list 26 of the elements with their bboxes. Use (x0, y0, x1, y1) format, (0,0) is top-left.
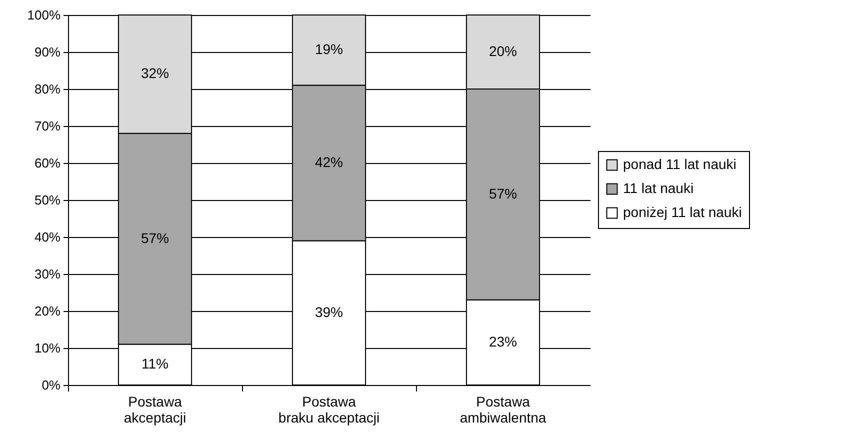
data-label: 57% (140, 230, 170, 246)
y-tick-label: 80% (34, 82, 61, 96)
data-label: 42% (314, 154, 344, 170)
y-tick-label: 30% (34, 266, 61, 282)
data-label: 20% (488, 43, 518, 59)
data-label: 19% (314, 41, 344, 58)
data-label: 57% (488, 185, 518, 202)
y-tick-label: 90% (34, 44, 61, 60)
y-tick-label: 0% (42, 378, 61, 392)
y-tick-label: 50% (34, 192, 61, 208)
data-label: 23% (488, 333, 518, 350)
legend-label: 11 lat nauki (623, 180, 694, 196)
y-tick-label: 10% (34, 340, 61, 356)
y-tick-label: 40% (34, 230, 61, 244)
data-label: 11% (142, 356, 168, 372)
data-label: 39% (314, 304, 344, 320)
x-tick-label: Postawa akceptacji (124, 394, 186, 426)
y-tick-label: 60% (34, 156, 61, 170)
x-tick-label: Postawa braku akceptacji (278, 394, 380, 426)
y-tick-label: 100% (27, 8, 61, 22)
y-tick-label: 20% (34, 304, 61, 318)
x-tick-label: Postawa ambiwalentna (460, 394, 546, 426)
legend-label: ponad 11 lat nauki (623, 156, 736, 172)
data-label: 32% (140, 65, 170, 82)
legend-label: poniżej 11 lat nauki (623, 204, 742, 220)
y-tick-label: 70% (34, 118, 61, 134)
